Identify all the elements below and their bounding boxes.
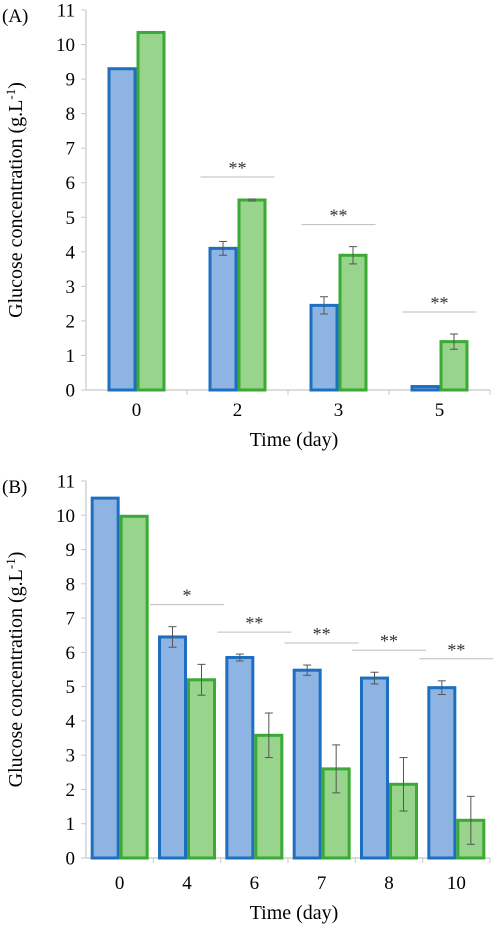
y-tick-label: 1 [66, 814, 76, 835]
bar-series1 [107, 67, 137, 392]
bar-series1 [225, 656, 255, 860]
y-tick-label: 10 [56, 506, 75, 527]
y-tick-label: 8 [66, 104, 76, 125]
y-tick-label: 4 [66, 711, 76, 732]
y-tick-label: 9 [66, 70, 76, 91]
x-tick-label: 0 [132, 400, 142, 421]
y-tick-label: 8 [66, 574, 76, 595]
y-tick-label: 0 [66, 381, 76, 402]
x-tick-label: 10 [447, 873, 466, 894]
y-tick-label: 2 [66, 780, 76, 801]
bar-series1 [309, 303, 339, 392]
y-axis-label: Glucose concentration (g.L-1) [3, 82, 28, 318]
bar-series1 [208, 246, 238, 392]
panel-a: (A) 0 1 2 3 4 5 6 7 8 9 10 11 Glucose concentration (… [2, 1, 491, 451]
bar-series2 [119, 514, 149, 860]
y-tick-label: 10 [56, 35, 75, 56]
x-tick-label: 2 [233, 400, 243, 421]
bar-series2 [338, 253, 368, 392]
y-tick-label: 3 [66, 746, 76, 767]
panel-b: (B) 0 1 2 3 4 5 6 7 8 9 10 11 Glucose concentration (… [2, 472, 494, 924]
y-tick-label: 11 [57, 1, 75, 22]
bar-series1 [292, 668, 322, 860]
bar-series2 [237, 198, 267, 392]
bar-series2 [136, 30, 166, 392]
panel-label: (A) [2, 6, 28, 27]
significance-marker: ** [229, 158, 247, 178]
bar-series1 [90, 496, 120, 860]
y-tick-label: 3 [66, 277, 76, 298]
x-axis-label: Time (day) [250, 429, 339, 451]
bar-series1 [360, 676, 389, 860]
x-tick-label: 4 [182, 873, 192, 894]
significance-marker: ** [313, 624, 331, 644]
significance-marker: ** [431, 293, 449, 313]
x-tick-label: 5 [435, 400, 445, 421]
bar-series1 [410, 385, 440, 392]
bar-series2 [187, 678, 216, 860]
x-tick-label: 6 [250, 873, 260, 894]
y-tick-label: 7 [66, 139, 76, 160]
y-tick-label: 5 [66, 208, 76, 229]
y-tick-label: 7 [66, 609, 76, 630]
bar-series1 [158, 635, 187, 860]
y-tick-label: 6 [66, 173, 76, 194]
x-tick-label: 0 [115, 873, 125, 894]
significance-marker: * [183, 586, 192, 606]
y-tick-label: 9 [66, 540, 76, 561]
significance-marker: ** [330, 206, 348, 226]
y-tick-label: 4 [66, 242, 76, 263]
y-tick-label: 1 [66, 346, 76, 367]
y-tick-label: 6 [66, 643, 76, 664]
y-axis-label: Glucose concentration (g.L-1) [3, 552, 28, 788]
y-tick-label: 11 [57, 472, 75, 493]
x-tick-label: 7 [317, 873, 327, 894]
significance-marker: ** [380, 631, 398, 651]
y-tick-label: 0 [66, 849, 76, 870]
x-axis-label: Time (day) [250, 902, 339, 924]
x-tick-label: 3 [334, 400, 344, 421]
significance-marker: ** [447, 640, 465, 660]
panel-label: (B) [2, 477, 27, 498]
y-tick-label: 5 [66, 677, 76, 698]
significance-marker: ** [245, 613, 263, 633]
bar-series1 [427, 686, 457, 860]
x-tick-label: 8 [384, 873, 394, 894]
y-tick-label: 2 [66, 311, 76, 332]
